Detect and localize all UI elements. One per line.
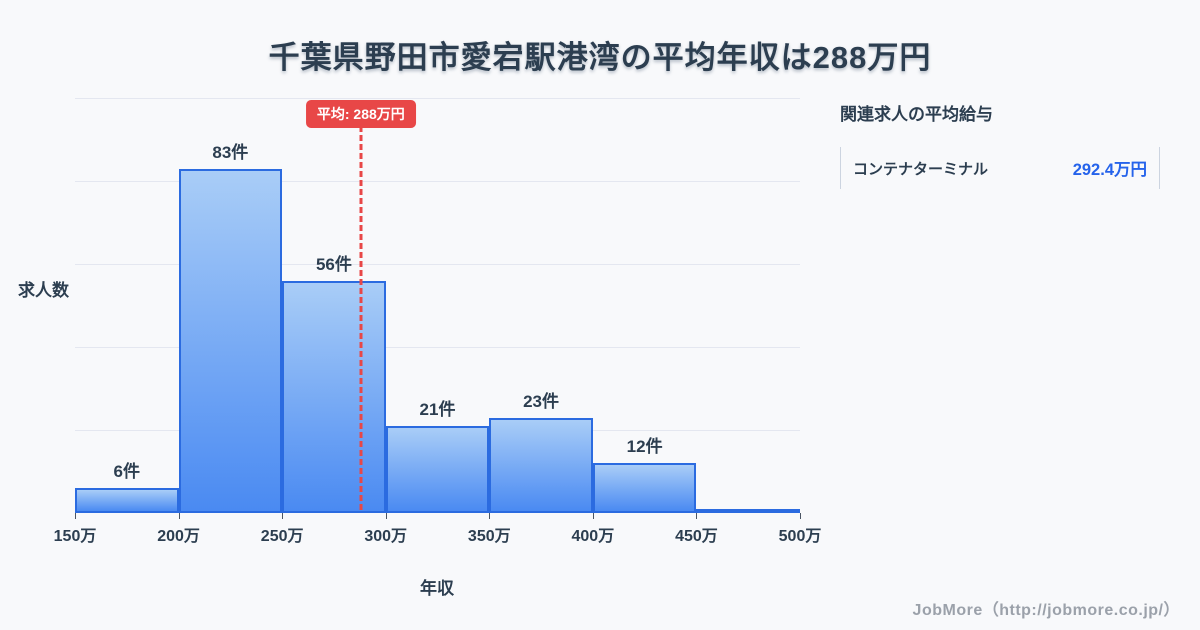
x-axis-tick-label: 250万 xyxy=(260,528,304,545)
related-jobs-heading: 関連求人の平均給与 xyxy=(840,105,993,124)
histogram-bar xyxy=(592,463,697,513)
page-title: 千葉県野田市愛宕駅港湾の平均年収は288万円 xyxy=(268,40,932,75)
histogram-bar xyxy=(178,168,283,513)
gridline xyxy=(75,264,800,265)
histogram-bar xyxy=(489,417,593,513)
bar-count-label: 12件 xyxy=(626,437,663,457)
bar-count-label: 56件 xyxy=(315,254,352,274)
x-axis-tick-label: 350万 xyxy=(467,528,511,545)
x-axis-tick-label: 200万 xyxy=(157,528,200,545)
x-axis-tick-label: 500万 xyxy=(778,528,822,545)
x-axis-tick-label: 300万 xyxy=(364,528,408,545)
mean-line xyxy=(359,126,363,510)
x-axis-tick xyxy=(178,513,180,519)
x-axis-tick xyxy=(800,513,801,519)
histogram-bar xyxy=(696,508,800,513)
x-axis-tick xyxy=(282,513,284,519)
bar-count-label: 83件 xyxy=(212,142,249,162)
related-jobs-list: コンテナターミナル 292.4万円 xyxy=(840,147,1160,189)
bar-count-label: 21件 xyxy=(419,399,456,419)
x-axis-tick-label: 450万 xyxy=(675,528,718,545)
histogram-bar xyxy=(385,425,490,513)
gridline xyxy=(75,98,800,99)
histogram-bar xyxy=(75,488,179,513)
x-axis-tick-label: 150万 xyxy=(53,528,97,545)
related-job-row: コンテナターミナル 292.4万円 xyxy=(840,147,1160,189)
x-axis-tick xyxy=(489,513,491,519)
related-job-salary: 292.4万円 xyxy=(1072,161,1147,179)
bar-count-label: 6件 xyxy=(113,462,141,482)
y-axis-label: 求人数 xyxy=(18,281,69,300)
gridline xyxy=(75,181,800,182)
site-credit: JobMore（http://jobmore.co.jp/） xyxy=(912,602,1180,619)
mean-badge: 平均: 288万円 xyxy=(305,100,416,128)
x-axis-label: 年収 xyxy=(420,579,454,598)
x-axis-tick xyxy=(75,513,76,519)
histogram-chart: 6件 83件 56件 21件 23件 12件 150万 200万 250万 300万 350万 400… xyxy=(54,98,821,545)
bar-count-label: 23件 xyxy=(523,391,560,411)
x-axis-tick xyxy=(696,513,698,519)
x-axis-tick-label: 400万 xyxy=(571,528,615,545)
related-jobs-panel: 関連求人の平均給与 コンテナターミナル 292.4万円 xyxy=(840,100,1160,189)
histogram-bar xyxy=(282,280,386,513)
related-job-name: コンテナターミナル xyxy=(853,160,989,178)
gridline xyxy=(75,347,800,348)
x-axis-tick xyxy=(592,513,594,519)
x-axis-tick xyxy=(385,513,387,519)
